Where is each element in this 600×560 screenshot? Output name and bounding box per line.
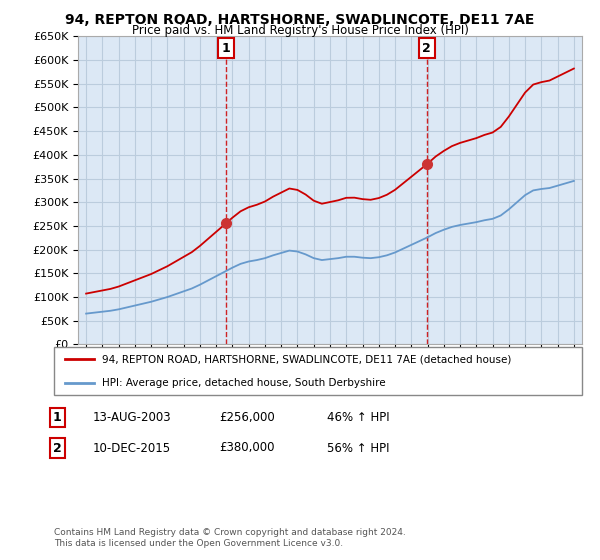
- Text: 94, REPTON ROAD, HARTSHORNE, SWADLINCOTE, DE11 7AE (detached house): 94, REPTON ROAD, HARTSHORNE, SWADLINCOTE…: [101, 354, 511, 364]
- Text: 56% ↑ HPI: 56% ↑ HPI: [327, 441, 389, 455]
- Text: Contains HM Land Registry data © Crown copyright and database right 2024.
This d: Contains HM Land Registry data © Crown c…: [54, 528, 406, 548]
- Text: 94, REPTON ROAD, HARTSHORNE, SWADLINCOTE, DE11 7AE: 94, REPTON ROAD, HARTSHORNE, SWADLINCOTE…: [65, 13, 535, 27]
- Text: 46% ↑ HPI: 46% ↑ HPI: [327, 410, 389, 424]
- Text: 2: 2: [422, 42, 431, 55]
- Text: 13-AUG-2003: 13-AUG-2003: [93, 410, 172, 424]
- Text: HPI: Average price, detached house, South Derbyshire: HPI: Average price, detached house, Sout…: [101, 378, 385, 388]
- Text: 1: 1: [53, 410, 61, 424]
- FancyBboxPatch shape: [54, 347, 582, 395]
- Text: 1: 1: [222, 42, 230, 55]
- Text: £380,000: £380,000: [219, 441, 275, 455]
- Text: £256,000: £256,000: [219, 410, 275, 424]
- Text: 10-DEC-2015: 10-DEC-2015: [93, 441, 171, 455]
- Text: Price paid vs. HM Land Registry's House Price Index (HPI): Price paid vs. HM Land Registry's House …: [131, 24, 469, 36]
- Text: 2: 2: [53, 441, 61, 455]
